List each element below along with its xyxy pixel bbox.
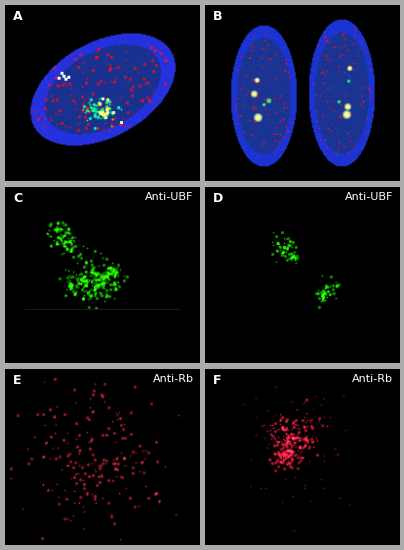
Text: C: C — [13, 192, 22, 205]
Text: A: A — [13, 10, 23, 23]
Text: Anti-UBF: Anti-UBF — [345, 192, 393, 202]
Text: E: E — [13, 374, 21, 387]
Text: D: D — [213, 192, 223, 205]
Text: Anti-Rb: Anti-Rb — [352, 374, 393, 384]
Text: B: B — [213, 10, 222, 23]
Text: F: F — [213, 374, 221, 387]
Text: Anti-UBF: Anti-UBF — [145, 192, 194, 202]
Text: Anti-Rb: Anti-Rb — [153, 374, 194, 384]
